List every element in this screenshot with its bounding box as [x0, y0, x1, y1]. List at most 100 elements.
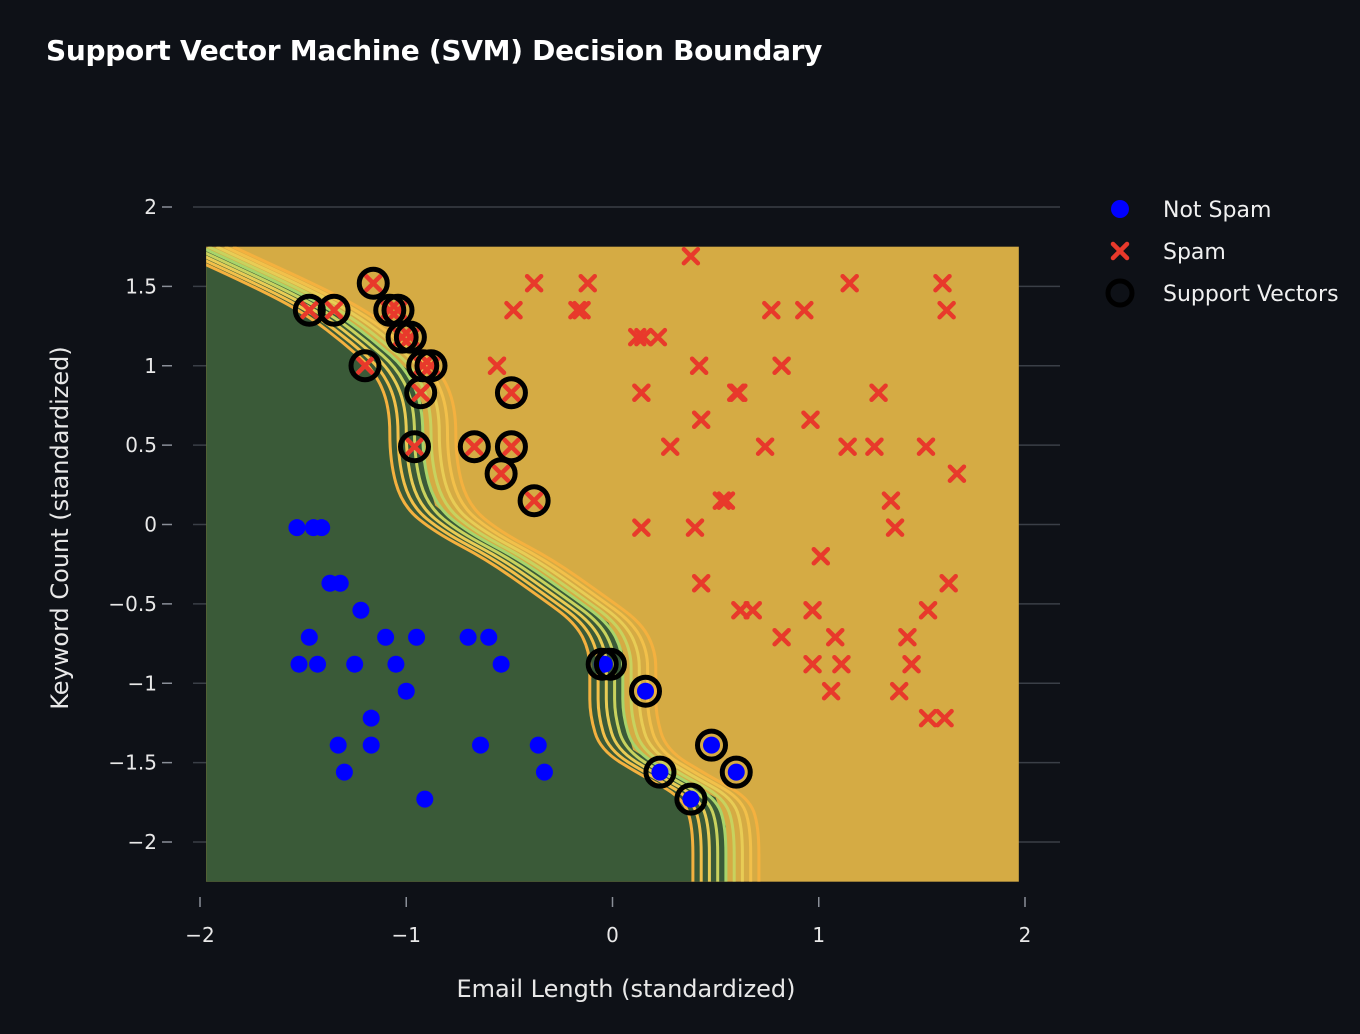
spam-point[interactable] — [821, 681, 841, 701]
spam-point[interactable] — [716, 491, 736, 510]
spam-point[interactable] — [504, 300, 523, 320]
support-vector-ring[interactable] — [398, 430, 431, 464]
spam-point[interactable] — [801, 410, 820, 429]
spam-point[interactable] — [524, 273, 544, 293]
spam-point[interactable] — [762, 300, 781, 320]
not-spam-point[interactable] — [309, 655, 327, 673]
spam-point[interactable] — [838, 437, 857, 456]
spam-point[interactable] — [411, 383, 430, 402]
spam-point[interactable] — [889, 681, 909, 701]
spam-point[interactable] — [898, 627, 917, 647]
support-vector-ring[interactable] — [317, 293, 351, 327]
spam-point[interactable] — [916, 437, 936, 456]
not-spam-point[interactable] — [703, 736, 720, 754]
spam-point[interactable] — [811, 547, 831, 566]
spam-point[interactable] — [918, 600, 938, 620]
not-spam-point[interactable] — [535, 763, 553, 781]
legend-spam-marker[interactable] — [1110, 241, 1130, 261]
support-vector-ring[interactable] — [517, 484, 551, 518]
legend-label[interactable]: Support Vectors — [1163, 282, 1339, 307]
support-vector-ring[interactable] — [393, 320, 427, 354]
spam-point[interactable] — [648, 327, 668, 347]
not-spam-point[interactable] — [329, 736, 347, 754]
spam-point[interactable] — [568, 300, 587, 320]
not-spam-point[interactable] — [727, 763, 745, 781]
spam-point[interactable] — [795, 300, 814, 320]
not-spam-point[interactable] — [416, 790, 434, 808]
not-spam-point[interactable] — [397, 682, 415, 700]
spam-point[interactable] — [881, 491, 901, 510]
not-spam-point[interactable] — [682, 790, 700, 808]
not-spam-point[interactable] — [362, 709, 380, 727]
spam-point[interactable] — [902, 654, 921, 674]
support-vector-ring[interactable] — [674, 782, 708, 816]
spam-point[interactable] — [324, 300, 344, 320]
spam-point[interactable] — [869, 383, 888, 402]
spam-point[interactable] — [578, 273, 597, 293]
spam-point[interactable] — [405, 437, 424, 456]
spam-point[interactable] — [832, 654, 851, 674]
support-vector-ring[interactable] — [348, 349, 382, 383]
spam-point[interactable] — [937, 300, 956, 320]
not-spam-point[interactable] — [459, 628, 477, 646]
not-spam-point[interactable] — [387, 655, 405, 673]
not-spam-point[interactable] — [290, 655, 308, 673]
not-spam-point[interactable] — [492, 655, 510, 673]
spam-point[interactable] — [772, 627, 791, 647]
not-spam-point[interactable] — [331, 574, 349, 592]
spam-point[interactable] — [487, 356, 507, 375]
support-vector-ring[interactable] — [494, 376, 528, 410]
spam-point[interactable] — [755, 437, 775, 456]
not-spam-point[interactable] — [651, 763, 669, 781]
support-vector-ring[interactable] — [629, 674, 662, 708]
support-vector-ring[interactable] — [494, 430, 528, 464]
not-spam-point[interactable] — [408, 628, 426, 646]
support-vector-ring[interactable] — [484, 457, 518, 491]
spam-point[interactable] — [572, 300, 591, 320]
spam-point[interactable] — [803, 654, 822, 674]
not-spam-point[interactable] — [637, 682, 654, 700]
support-vector-ring[interactable] — [292, 293, 326, 327]
spam-point[interactable] — [939, 573, 958, 593]
legend-label[interactable]: Not Spam — [1163, 198, 1271, 223]
spam-point[interactable] — [681, 246, 701, 266]
spam-point[interactable] — [502, 383, 521, 402]
spam-point[interactable] — [661, 437, 680, 456]
support-vector-ring[interactable] — [356, 266, 390, 300]
spam-point[interactable] — [355, 356, 375, 375]
spam-point[interactable] — [947, 464, 967, 483]
not-spam-point[interactable] — [362, 736, 380, 754]
data-points[interactable] — [288, 246, 967, 816]
spam-point[interactable] — [729, 383, 748, 402]
spam-point[interactable] — [364, 273, 383, 293]
spam-point[interactable] — [691, 410, 711, 429]
not-spam-point[interactable] — [377, 628, 395, 646]
spam-point[interactable] — [632, 383, 651, 402]
support-vector-ring[interactable] — [593, 647, 627, 681]
not-spam-point[interactable] — [288, 519, 306, 537]
spam-point[interactable] — [918, 708, 938, 728]
not-spam-point[interactable] — [595, 655, 613, 673]
support-vector-ring[interactable] — [643, 755, 677, 789]
spam-point[interactable] — [685, 518, 705, 537]
support-vector-ring[interactable] — [695, 728, 728, 762]
not-spam-point[interactable] — [313, 519, 331, 537]
spam-point[interactable] — [691, 573, 711, 593]
spam-point[interactable] — [634, 327, 653, 347]
not-spam-point[interactable] — [529, 736, 547, 754]
spam-point[interactable] — [885, 518, 905, 537]
support-vector-ring[interactable] — [414, 349, 448, 383]
support-vector-ring[interactable] — [719, 755, 753, 789]
legend[interactable]: Not Spam Spam Support Vectors — [1105, 198, 1339, 308]
spam-point[interactable] — [632, 518, 651, 537]
not-spam-point[interactable] — [335, 763, 353, 781]
not-spam-point[interactable] — [472, 736, 489, 754]
spam-point[interactable] — [933, 273, 952, 293]
spam-point[interactable] — [772, 356, 791, 375]
spam-point[interactable] — [300, 300, 319, 320]
spam-point[interactable] — [935, 708, 954, 728]
support-vector-ring[interactable] — [404, 376, 438, 410]
support-vector-ring[interactable] — [457, 430, 491, 464]
spam-point[interactable] — [865, 437, 884, 456]
